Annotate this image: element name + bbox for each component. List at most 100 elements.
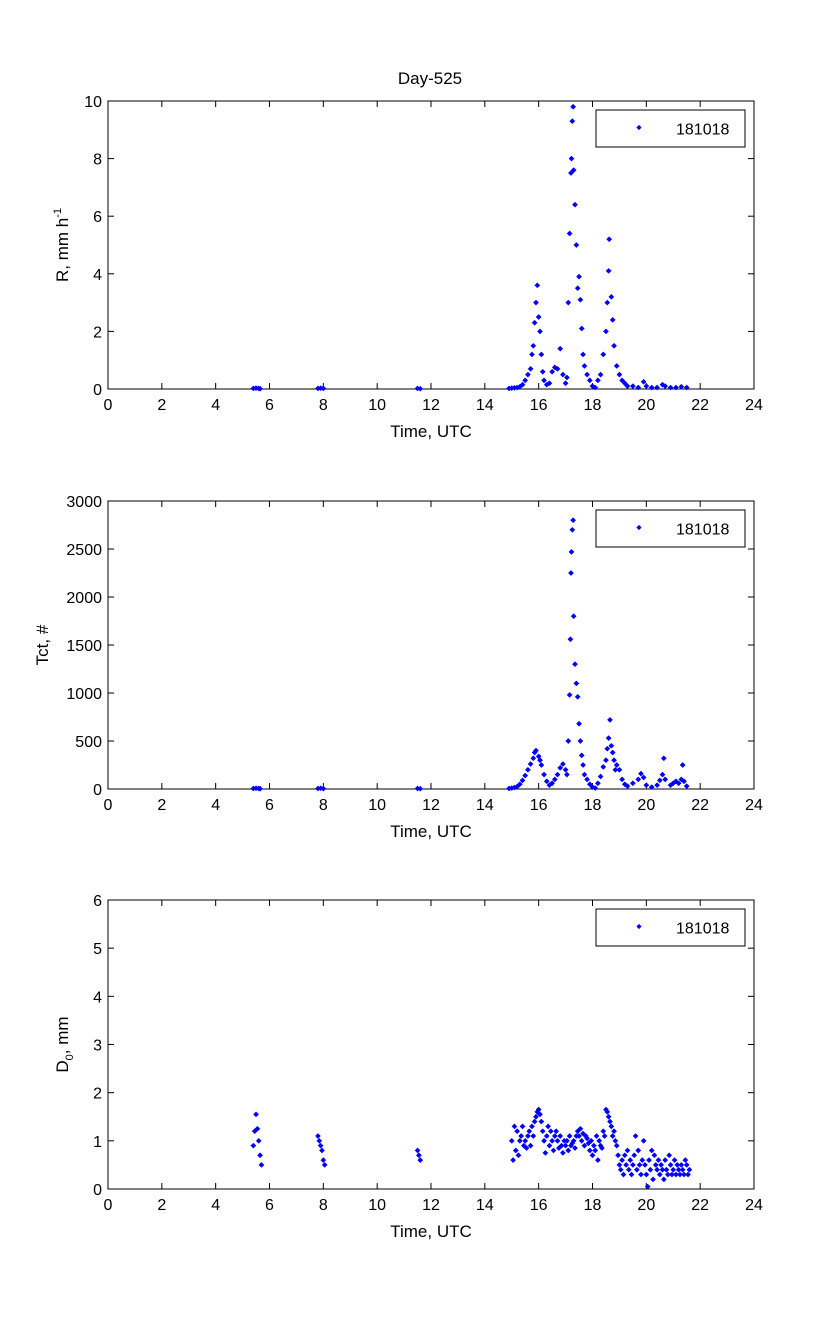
data-point [620, 1171, 627, 1178]
x-tick-label: 6 [265, 397, 274, 414]
data-point [570, 167, 577, 174]
data-point [538, 1118, 545, 1125]
data-point [608, 1123, 615, 1130]
data-point [672, 384, 679, 391]
data-point [668, 1171, 675, 1178]
data-point [568, 155, 575, 162]
y-tick-label: 5 [93, 941, 102, 958]
data-point [562, 380, 569, 387]
data-point [320, 785, 327, 792]
data-point [675, 780, 682, 787]
data-point [577, 1125, 584, 1132]
data-point [588, 1137, 595, 1144]
data-point [538, 762, 545, 768]
data-point [624, 1147, 631, 1154]
data-point [522, 377, 529, 384]
data-point [572, 201, 578, 208]
data-point [640, 1137, 647, 1144]
data-point [527, 1142, 534, 1149]
x-tick-label: 12 [422, 1197, 440, 1214]
data-point [601, 1133, 608, 1139]
data-point [535, 314, 542, 320]
legend-label: 181018 [676, 522, 729, 539]
data-point [531, 319, 538, 326]
data-point [258, 1161, 265, 1168]
data-point [519, 381, 526, 388]
data-point [567, 636, 574, 643]
y-axis-label: Tct, # [33, 624, 52, 665]
data-point [612, 1137, 619, 1144]
data-point [651, 1152, 658, 1159]
data-point [603, 757, 609, 764]
data-point [314, 1133, 321, 1139]
data-point [628, 1171, 635, 1178]
x-axis-label: Time, UTC [390, 822, 472, 841]
x-tick-label: 24 [745, 1197, 763, 1214]
data-point [417, 1157, 424, 1164]
data-point [643, 782, 650, 789]
data-point [578, 325, 585, 332]
data-point [578, 752, 585, 759]
legend: 181018 [595, 509, 746, 548]
data-point [659, 1166, 666, 1173]
data-point [531, 1118, 538, 1125]
data-point [581, 363, 588, 369]
data-point [257, 1152, 264, 1159]
data-point [546, 380, 553, 387]
data-point [637, 1171, 644, 1178]
y-tick-label: 4 [93, 989, 102, 1006]
data-point [636, 1161, 643, 1168]
data-point [569, 118, 576, 125]
data-point [317, 1142, 324, 1149]
data-point [606, 236, 613, 243]
data-point [516, 1137, 523, 1144]
x-tick-label: 2 [157, 797, 166, 814]
data-point [559, 371, 566, 378]
x-tick-label: 0 [104, 797, 113, 814]
data-point [547, 1128, 554, 1135]
data-point [655, 1157, 662, 1164]
data-point [554, 365, 561, 372]
chart-panel-2: 0 2 4 6 8 10 12 14 16 18 20 22 240500100015002000250… [33, 494, 763, 841]
data-point [539, 368, 546, 375]
data-point [597, 773, 604, 780]
data-point [589, 383, 596, 390]
x-tick-label: 18 [584, 1197, 602, 1214]
y-axis-label: D0, mm [53, 1016, 76, 1072]
data-point [584, 1135, 591, 1142]
data-point [551, 776, 558, 783]
data-point [640, 378, 647, 385]
data-point [533, 299, 539, 306]
data-point [609, 749, 616, 756]
data-point [527, 365, 534, 372]
data-point [573, 242, 580, 248]
data-point [568, 570, 574, 576]
data-point [539, 1128, 546, 1135]
data-point [644, 1183, 651, 1190]
data-point [417, 785, 424, 792]
data-point [623, 1161, 630, 1168]
data-point [652, 1161, 659, 1168]
data-point [541, 377, 548, 384]
data-point [542, 1149, 549, 1156]
data-point [635, 776, 642, 783]
data-point [586, 781, 593, 788]
data-point [681, 1171, 687, 1178]
data-point [625, 1166, 632, 1173]
data-point [584, 776, 591, 783]
data-point [629, 780, 636, 787]
data-point [526, 1128, 533, 1135]
data-point [543, 778, 550, 785]
data-point [663, 1166, 670, 1173]
data-point [519, 777, 526, 784]
data-point [632, 1133, 639, 1139]
data-point [617, 1166, 624, 1173]
x-tick-label: 6 [265, 1197, 274, 1214]
data-point [541, 771, 548, 778]
data-point [319, 1147, 325, 1154]
data-point [522, 772, 529, 779]
y-tick-label: 3 [93, 1038, 102, 1055]
data-point [603, 328, 609, 335]
x-tick-label: 20 [637, 1197, 655, 1214]
data-point [572, 1145, 578, 1152]
